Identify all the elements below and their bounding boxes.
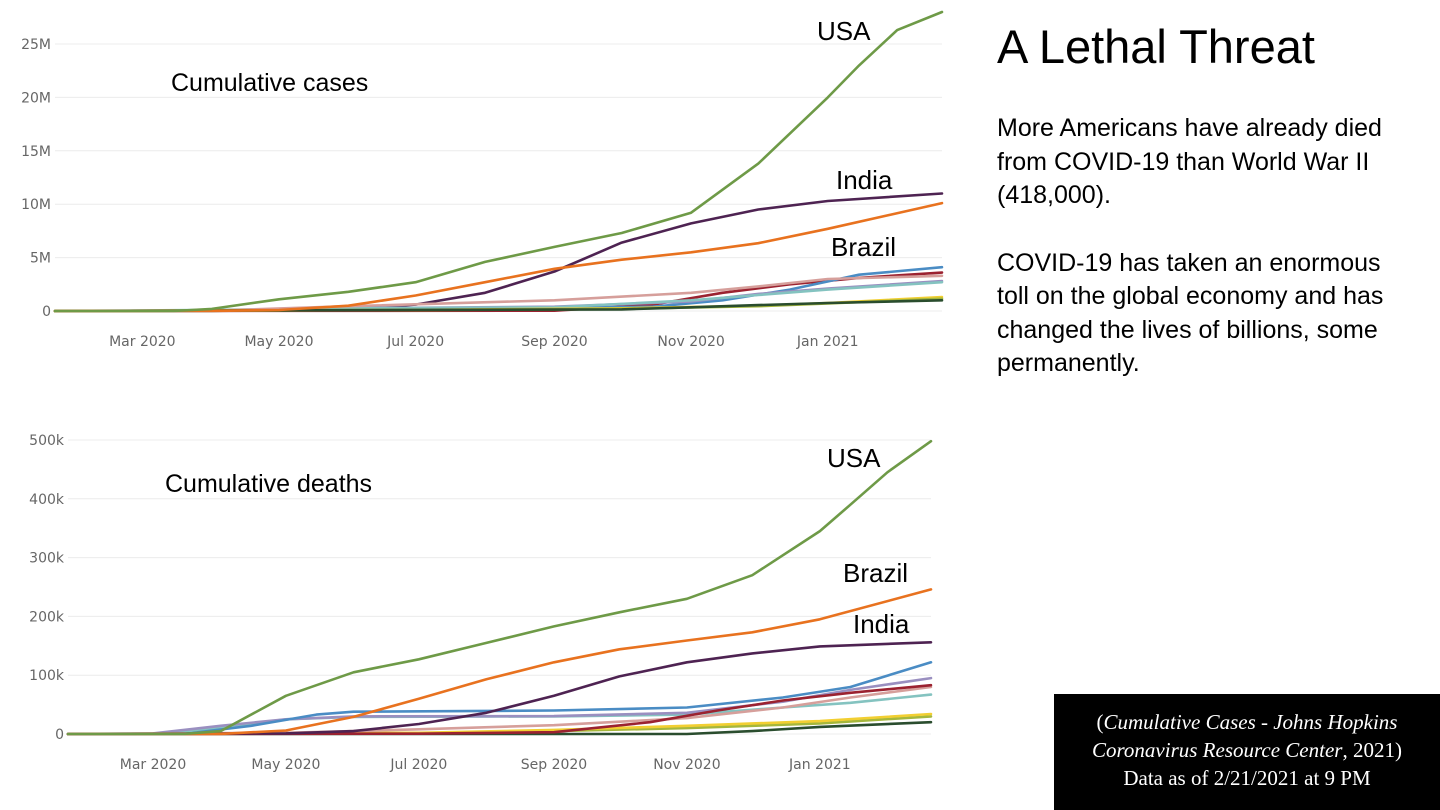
cases-y-tick-label: 0 [42,304,51,320]
deaths-y-tick-label: 0 [55,727,64,743]
cases-x-tick-label: Sep 2020 [521,334,587,350]
cases-x-tick-label: Nov 2020 [657,334,724,350]
cases-brazil-label: Brazil [831,232,896,262]
cases-y-tick-label: 20M [21,90,51,106]
cases-chart: 0 5M 10M 15M 20M 25M Mar 2020 May 2020 Jul 2020 S… [21,10,944,350]
deaths-x-tick-label: Jan 2021 [788,757,851,773]
source-title-part-2: Coronavirus Resource Center [1092,738,1343,762]
source-line-1: (Cumulative Cases - Johns Hopkins [1054,708,1440,736]
deaths-india-label: India [853,609,910,639]
cases-x-tick-label: Mar 2020 [109,334,176,350]
cases-y-tick-label: 25M [21,37,51,53]
cases-series-darkgreen [53,298,944,313]
deaths-brazil-label: Brazil [843,558,908,588]
deaths-usa-label: USA [827,443,881,473]
deaths-y-tick-label: 500k [29,433,65,449]
source-line-3: Data as of 2/21/2021 at 9 PM [1123,766,1371,790]
source-title-part-1: Cumulative Cases - Johns Hopkins [1103,710,1398,734]
source-year: , 2021) [1342,738,1402,762]
deaths-x-tick-label: Sep 2020 [521,757,587,773]
cases-series-brazil [53,201,944,313]
cases-series [53,10,944,313]
cases-y-tick-label: 10M [21,197,51,213]
paragraph-ww2: More Americans have already died from CO… [997,114,1382,209]
deaths-series-india [66,641,933,736]
deaths-chart-title: Cumulative deaths [165,470,372,498]
text-panel: A Lethal Threat More Americans have alre… [997,18,1417,381]
deaths-series-maroon [66,683,933,736]
cases-y-tick-label: 5M [30,251,51,267]
deaths-chart: 0 100k 200k 300k 400k 500k Mar 2020 May 2020 Jul… [29,433,933,773]
deaths-axes: 0 100k 200k 300k 400k 500k Mar 2020 May 2020 Jul… [29,433,851,773]
deaths-series-usa [66,439,933,736]
cases-series-pink [53,274,944,313]
cases-y-tick-label: 15M [21,144,51,160]
cases-series-india [53,192,944,313]
deaths-y-tick-label: 100k [29,668,65,684]
cases-x-tick-label: May 2020 [244,334,313,350]
paragraph-economy: COVID-19 has taken an enormous toll on t… [997,248,1384,378]
deaths-x-tick-label: May 2020 [251,757,320,773]
cases-usa-label: USA [817,16,871,46]
cases-x-tick-label: Jan 2021 [796,334,859,350]
deaths-y-tick-label: 400k [29,492,65,508]
cases-series-usa [53,10,944,313]
cases-grid [55,43,942,312]
deaths-series-brazil [66,588,933,736]
deaths-x-tick-label: Jul 2020 [389,757,447,773]
deaths-x-tick-label: Mar 2020 [120,757,187,773]
cases-x-tick-label: Jul 2020 [386,334,444,350]
source-citation: (Cumulative Cases - Johns Hopkins Corona… [1054,694,1440,810]
cases-india-label: India [836,165,893,195]
deaths-series [66,439,933,736]
deaths-y-tick-label: 300k [29,551,65,567]
deaths-series-blue [66,661,933,736]
source-open-paren: ( [1096,710,1104,734]
cases-chart-title: Cumulative cases [171,69,368,97]
source-line-2: Coronavirus Resource Center, 2021) [1054,736,1440,764]
cases-axes: 0 5M 10M 15M 20M 25M Mar 2020 May 2020 Jul 2020 S… [21,37,859,350]
deaths-x-tick-label: Nov 2020 [653,757,720,773]
headline: A Lethal Threat [997,20,1315,73]
deaths-y-tick-label: 200k [29,609,65,625]
